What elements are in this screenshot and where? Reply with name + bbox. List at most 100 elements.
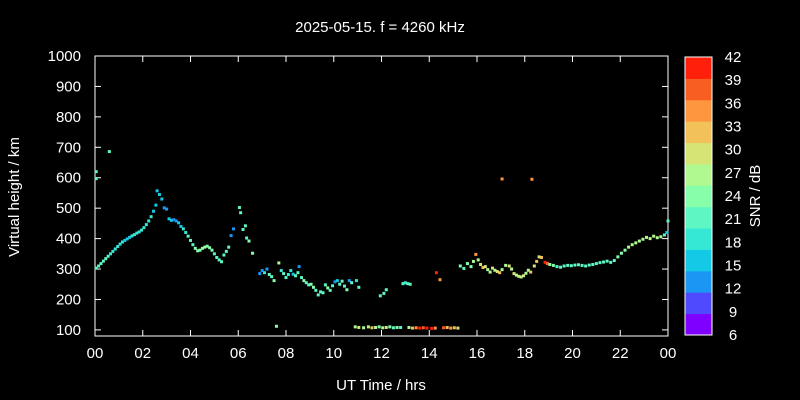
data-point	[526, 268, 530, 272]
data-point	[316, 293, 320, 297]
data-point	[160, 197, 164, 201]
data-point	[130, 234, 134, 238]
data-point	[517, 274, 521, 278]
data-point	[408, 282, 412, 286]
colorbar: 6 9 12 15 18 21 24 27 30 33 36 39 42	[684, 49, 742, 344]
colorbar-segment	[685, 292, 712, 315]
colorbar-tick-label: 39	[725, 72, 742, 89]
data-point	[559, 265, 563, 269]
data-point	[149, 215, 153, 219]
data-point	[637, 239, 641, 243]
data-point	[514, 273, 518, 277]
data-point	[212, 252, 216, 256]
data-point	[378, 294, 382, 298]
data-point	[247, 239, 251, 243]
data-point	[321, 291, 325, 295]
colorbar-segment	[685, 142, 712, 165]
data-point	[311, 285, 315, 289]
data-point	[142, 226, 146, 230]
data-point	[354, 279, 358, 283]
data-point	[495, 269, 499, 273]
data-point	[267, 273, 271, 277]
data-point	[162, 206, 166, 210]
data-point	[227, 245, 231, 249]
data-point	[331, 284, 335, 288]
data-point	[605, 259, 609, 263]
data-point	[215, 255, 219, 259]
y-tick-label: 400	[56, 231, 81, 248]
data-point	[144, 223, 148, 227]
data-point	[652, 234, 656, 238]
data-point	[263, 271, 267, 275]
data-point	[548, 262, 552, 266]
y-axis-label: Virtual height / km	[6, 137, 23, 257]
colorbar-segment	[685, 57, 712, 79]
data-point	[137, 230, 141, 234]
data-point	[623, 248, 627, 252]
data-point	[498, 271, 502, 275]
data-point	[107, 150, 111, 154]
data-point	[120, 240, 124, 244]
data-point	[345, 288, 349, 292]
data-point	[407, 325, 411, 329]
data-point	[210, 248, 214, 252]
data-point	[198, 248, 202, 252]
x-tick-label: 14	[421, 345, 438, 362]
data-point	[507, 264, 511, 268]
colorbar-tick-label: 18	[725, 234, 742, 251]
data-point	[430, 326, 434, 330]
data-point	[666, 219, 670, 223]
data-point	[314, 288, 318, 292]
data-point	[279, 269, 283, 273]
colorbar-segment	[685, 270, 712, 293]
data-point	[128, 235, 132, 239]
data-point	[471, 259, 475, 263]
data-point	[391, 326, 395, 330]
data-point	[659, 235, 663, 239]
data-point	[97, 264, 101, 268]
data-point	[522, 274, 526, 278]
data-point	[191, 243, 195, 247]
colorbar-tick-label: 24	[725, 188, 742, 205]
data-point	[140, 228, 144, 232]
data-point	[382, 291, 386, 295]
data-point	[537, 255, 541, 259]
data-point	[340, 279, 344, 283]
data-point	[458, 264, 462, 268]
data-point	[384, 288, 388, 292]
data-point	[245, 236, 249, 240]
data-point	[357, 285, 361, 289]
data-point	[109, 252, 113, 256]
data-point	[366, 325, 370, 329]
data-point	[94, 266, 98, 270]
data-point	[347, 279, 351, 283]
data-point	[231, 227, 235, 231]
data-point	[403, 281, 407, 285]
colorbar-tick-label: 33	[725, 119, 742, 136]
x-axis-label: UT Time / hrs	[336, 377, 426, 394]
data-point	[481, 266, 485, 270]
data-point	[335, 279, 339, 283]
x-tick-label: 04	[182, 345, 199, 362]
data-point	[433, 326, 437, 330]
data-point	[184, 231, 188, 235]
colorbar-tick-label: 21	[725, 211, 742, 228]
data-point	[462, 266, 466, 270]
data-point	[483, 265, 487, 269]
data-point	[535, 259, 539, 263]
y-tick-label: 300	[56, 261, 81, 278]
data-point	[309, 282, 313, 286]
data-point	[350, 281, 354, 285]
data-point	[196, 249, 200, 253]
data-point	[399, 325, 403, 329]
data-point	[289, 269, 293, 273]
colorbar-segment	[685, 185, 712, 208]
data-point	[304, 281, 308, 285]
data-point	[203, 245, 207, 249]
data-point	[179, 224, 183, 228]
data-point	[167, 217, 171, 221]
data-point	[573, 263, 577, 267]
data-point	[445, 325, 449, 329]
data-point	[414, 326, 418, 330]
colorbar-tick-label: 9	[729, 304, 737, 321]
